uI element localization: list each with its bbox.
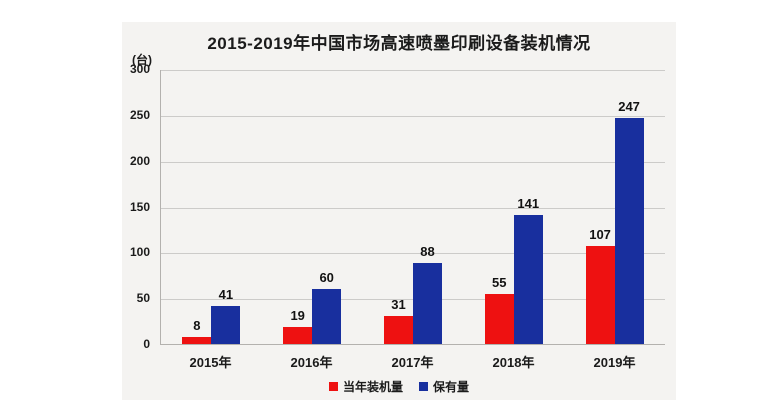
bar-value-label: 31 — [391, 296, 406, 312]
y-axis-tick: 50 — [136, 291, 150, 306]
bar-value-label: 88 — [420, 244, 435, 260]
y-axis-tick: 0 — [143, 337, 150, 351]
x-axis-labels: 2015年 2016年 2017年 2018年 2019年 — [160, 352, 665, 371]
bar-group: 8 41 — [161, 70, 262, 344]
legend-label: 当年装机量 — [342, 380, 403, 394]
bar-value-label: 107 — [589, 226, 611, 242]
gridline — [161, 70, 665, 71]
x-axis-label: 2017年 — [391, 355, 434, 370]
bar-column: 19 — [283, 307, 313, 344]
y-axis-tick: 300 — [129, 62, 150, 76]
bar-value-label: 8 — [193, 317, 201, 333]
legend-swatch — [419, 382, 428, 391]
bar-group: 55 141 — [463, 70, 564, 344]
bar-column: 60 — [312, 270, 342, 344]
chart-panel: 2015-2019年中国市场高速喷墨印刷设备装机情况 (台) 8 41 19 60 31… — [122, 22, 676, 400]
bar-group: 31 88 — [363, 70, 464, 344]
bar — [412, 263, 442, 344]
plot-area: 8 41 19 60 31 88 55 141 107 247 — [160, 70, 665, 345]
gridline — [161, 161, 665, 163]
y-axis-tick: 100 — [129, 245, 150, 260]
bar-column: 8 — [182, 317, 212, 344]
bar-column: 107 — [585, 226, 615, 344]
bar-value-label: 55 — [492, 274, 507, 290]
gridline — [161, 115, 665, 117]
y-axis-tick: 200 — [129, 153, 150, 168]
gridline — [161, 207, 665, 209]
bar — [383, 315, 413, 344]
y-axis-tick: 150 — [129, 199, 150, 214]
bar-column: 31 — [383, 296, 413, 344]
bar — [283, 326, 313, 344]
bar — [585, 245, 615, 344]
bar-column: 247 — [614, 98, 644, 344]
bar-column: 41 — [211, 287, 241, 344]
x-axis-label: 2016年 — [290, 355, 333, 370]
bar-value-label: 141 — [517, 195, 540, 211]
legend-item: 保有量 — [419, 378, 469, 395]
x-axis-label: 2018年 — [492, 355, 535, 370]
legend-item: 当年装机量 — [328, 378, 403, 395]
y-axis-tick: 250 — [129, 107, 150, 122]
bar-column: 141 — [513, 195, 543, 344]
bar-group: 19 60 — [262, 70, 363, 344]
y-axis-unit-label: (台) — [132, 53, 152, 67]
chart-title: 2015-2019年中国市场高速喷墨印刷设备装机情况 — [207, 34, 591, 53]
bar — [312, 289, 342, 344]
legend-label: 保有量 — [433, 380, 470, 394]
bar — [211, 306, 241, 344]
bar-value-label: 247 — [618, 98, 640, 114]
x-axis-label: 2015年 — [189, 355, 232, 370]
y-axis-ticks: 300 250 200 150 100 50 0 — [122, 62, 155, 351]
bar — [484, 293, 514, 344]
bars-area: 8 41 19 60 31 88 55 141 107 247 — [161, 70, 665, 344]
bar — [614, 117, 644, 344]
bar — [182, 336, 212, 344]
bar — [513, 214, 543, 344]
legend: 当年装机量 保有量 — [122, 378, 676, 395]
gridline — [161, 253, 665, 255]
legend-swatch — [328, 382, 338, 391]
bar-group: 107 247 — [564, 70, 665, 344]
bar-column: 55 — [484, 274, 514, 344]
x-axis-label: 2019年 — [593, 355, 636, 370]
bar-value-label: 19 — [290, 307, 305, 323]
bar-value-label: 41 — [218, 287, 234, 303]
bar-value-label: 60 — [319, 270, 334, 285]
bar-column: 88 — [412, 244, 442, 344]
